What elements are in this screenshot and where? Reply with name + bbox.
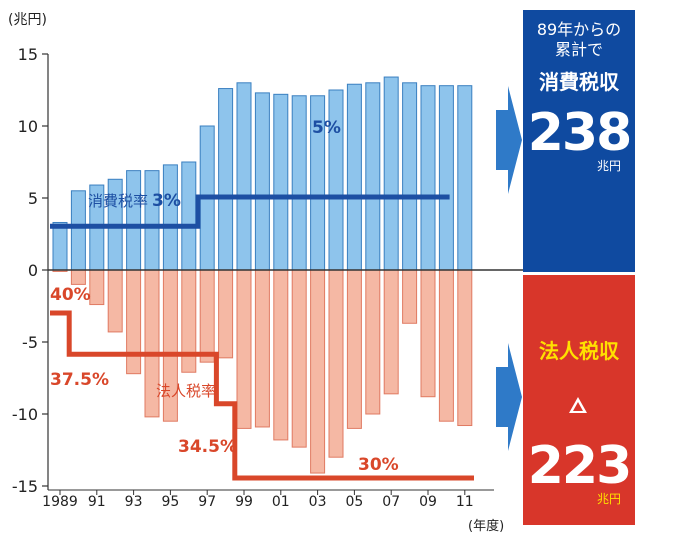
x-tick-label: 91 — [88, 494, 106, 510]
corporate-bar — [328, 269, 344, 458]
corporate-rate-label: 40% — [50, 285, 91, 305]
corporate-bar — [107, 269, 123, 333]
consumption-bar — [162, 164, 178, 271]
consumption-bar — [144, 170, 160, 271]
y-unit-label: (兆円) — [8, 12, 47, 28]
corporate-tax-bars — [52, 269, 473, 474]
x-tick-label: 03 — [309, 494, 327, 510]
x-tick-label: 11 — [456, 494, 474, 510]
y-tick-label: 10 — [18, 117, 38, 136]
consumption-tax-rate-line: 消費税率 3% 5% — [50, 118, 450, 229]
corporate-total-number: 223 — [527, 436, 633, 496]
corporate-arrow — [496, 343, 522, 451]
consumption-bar — [126, 170, 142, 271]
corporate-tax-rate-line: 40% 37.5% 34.5% 30% 法人税率 — [50, 285, 474, 481]
consumption-bar — [346, 83, 362, 271]
corporate-rate-label: 30% — [358, 455, 399, 475]
consumption-rate-step — [50, 194, 450, 229]
consumption-bar — [254, 92, 270, 271]
corporate-rate-name: 法人税率 — [156, 382, 216, 400]
corporate-bar — [310, 269, 326, 474]
consumption-arrow — [496, 86, 522, 194]
corporate-bar — [236, 269, 252, 429]
y-tick-label: -15 — [12, 477, 38, 496]
x-axis: 1989 91 93 95 97 99 01 03 05 07 09 11 — [42, 489, 494, 510]
corporate-panel-title: 法人税収 — [539, 339, 619, 363]
corporate-bar — [126, 269, 142, 375]
consumption-bar — [273, 93, 289, 271]
consumption-bar — [181, 161, 197, 271]
corporate-bar — [181, 269, 197, 373]
corporate-bar — [70, 269, 86, 285]
x-tick-label: 09 — [419, 494, 437, 510]
panel-heading-line2: 累計で — [554, 40, 603, 59]
y-tick-label: 15 — [18, 45, 38, 64]
corporate-total-unit: 兆円 — [596, 492, 621, 506]
corporate-tax-total-panel: 法人税収 223 兆円 — [523, 275, 635, 525]
consumption-rate-name: 消費税率 — [88, 192, 148, 210]
consumption-bar — [383, 76, 399, 271]
corporate-bar — [365, 269, 381, 415]
x-tick-label: 1989 — [42, 494, 78, 510]
x-tick-label: 95 — [161, 494, 179, 510]
corporate-rate-label: 37.5% — [50, 370, 109, 390]
corporate-total-value: 223 — [523, 382, 635, 494]
corporate-bar — [457, 269, 473, 427]
consumption-bar — [457, 85, 473, 271]
y-tick-label: -10 — [12, 405, 38, 424]
consumption-bar — [365, 82, 381, 271]
corporate-bar — [420, 269, 436, 398]
x-tick-label: 99 — [235, 494, 253, 510]
y-tick-label: 0 — [28, 261, 38, 280]
consumption-bar — [402, 82, 418, 271]
corporate-bar — [438, 269, 454, 422]
y-axis: 15 10 5 0 -5 -10 -15 — [12, 45, 49, 496]
corporate-bar — [199, 269, 215, 363]
corporate-bar — [273, 269, 289, 441]
corporate-bar — [254, 269, 270, 428]
corporate-bar — [291, 269, 307, 448]
corporate-bar — [402, 269, 418, 324]
x-tick-label: 07 — [382, 494, 400, 510]
consumption-total-value: 238 — [527, 103, 633, 163]
consumption-total-unit: 兆円 — [596, 159, 621, 173]
consumption-bar — [438, 85, 454, 271]
y-tick-label: -5 — [22, 333, 38, 352]
corporate-bar — [383, 269, 399, 395]
y-tick-label: 5 — [28, 189, 38, 208]
consumption-tax-total-panel: 89年からの 累計で 消費税収 238 兆円 — [523, 10, 635, 272]
consumption-bar — [328, 89, 344, 271]
x-tick-label: 93 — [125, 494, 143, 510]
x-tick-label: 05 — [345, 494, 363, 510]
consumption-bar — [291, 95, 307, 271]
corporate-bar — [346, 269, 362, 429]
corporate-rate-label: 34.5% — [178, 437, 237, 457]
corporate-bar — [89, 269, 105, 306]
consumption-rate-label-3: 3% — [152, 191, 181, 211]
panel-heading-line1: 89年からの — [536, 20, 622, 39]
consumption-rate-label-5: 5% — [312, 118, 341, 138]
consumption-bar — [52, 221, 68, 271]
consumption-tax-bars — [52, 76, 473, 271]
consumption-panel-title: 消費税収 — [539, 70, 619, 94]
consumption-bar — [236, 82, 252, 271]
consumption-bar — [420, 85, 436, 271]
decrease-triangle-icon — [568, 397, 587, 413]
consumption-bar — [70, 190, 86, 271]
corporate-rate-step — [50, 310, 474, 481]
x-unit-label: (年度) — [468, 518, 504, 534]
x-tick-label: 97 — [198, 494, 216, 510]
x-tick-label: 01 — [272, 494, 290, 510]
consumption-bar — [218, 88, 234, 271]
corporate-bar — [218, 269, 234, 359]
